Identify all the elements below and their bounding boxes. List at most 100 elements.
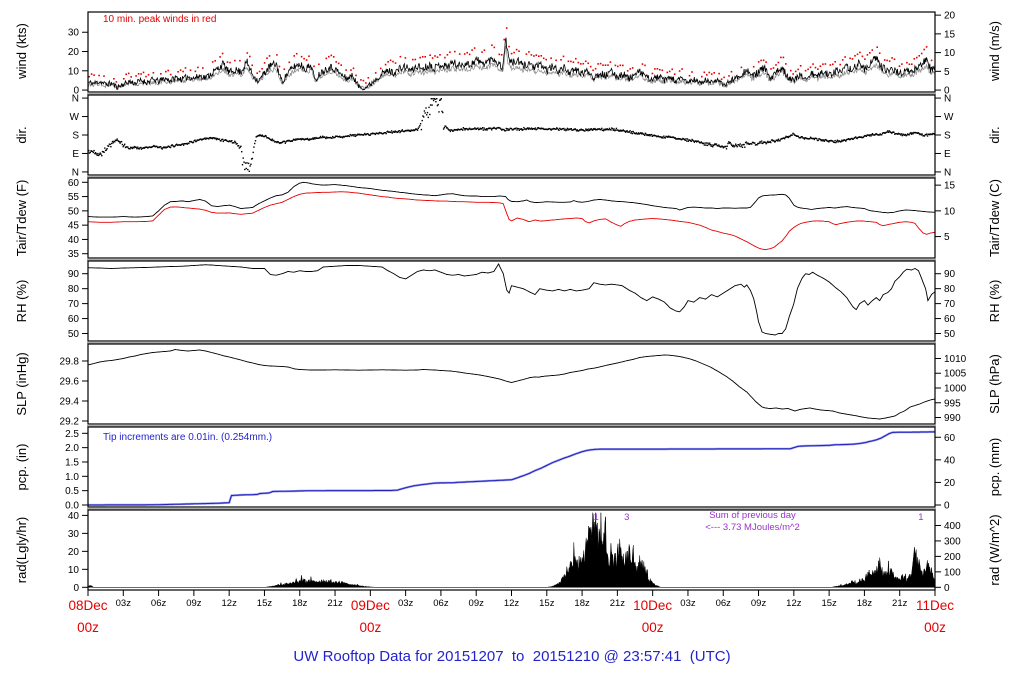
svg-text:10: 10 xyxy=(944,206,956,217)
svg-text:15: 15 xyxy=(944,29,956,40)
svg-text:80: 80 xyxy=(944,284,956,295)
x-axis-day-sub: 00z xyxy=(924,620,946,635)
x-axis-hour-label: 12z xyxy=(504,598,520,609)
svg-text:80: 80 xyxy=(68,284,80,295)
svg-text:1000: 1000 xyxy=(944,384,967,395)
svg-text:0: 0 xyxy=(944,500,950,511)
x-axis-day-label: 09Dec xyxy=(351,598,390,613)
slp-panel-frame xyxy=(87,343,936,425)
svg-text:0: 0 xyxy=(73,86,79,97)
y-label-rad-wm2: rad (W/m^2) xyxy=(987,514,1002,586)
svg-text:15: 15 xyxy=(944,181,956,192)
svg-text:35: 35 xyxy=(68,249,80,260)
pcp-panel xyxy=(88,430,935,507)
x-axis-day-sub: 00z xyxy=(642,620,664,635)
svg-text:90: 90 xyxy=(68,269,80,280)
x-axis-hour-label: 18z xyxy=(292,598,308,609)
x-axis-hour-label: 15z xyxy=(821,598,837,609)
pcp-panel-frame xyxy=(87,426,936,508)
chart-title: UW Rooftop Data for 20151207 to 20151210… xyxy=(293,648,731,665)
svg-text:50: 50 xyxy=(944,329,956,340)
dir-panel xyxy=(88,98,935,172)
rh-panel xyxy=(88,263,935,336)
svg-text:200: 200 xyxy=(944,552,961,563)
svg-text:N: N xyxy=(944,167,951,178)
svg-text:90: 90 xyxy=(944,269,956,280)
rad-panel: 1 3 1 xyxy=(88,512,935,588)
svg-text:70: 70 xyxy=(68,299,80,310)
svg-text:20: 20 xyxy=(68,47,80,58)
svg-text:1005: 1005 xyxy=(944,369,967,380)
x-axis-hour-label: 06z xyxy=(433,598,449,609)
svg-text:20: 20 xyxy=(68,547,80,558)
svg-text:2.0: 2.0 xyxy=(65,443,79,454)
x-axis-day-label: 11Dec xyxy=(916,598,954,613)
x-axis-hour-label: 03z xyxy=(398,598,414,609)
svg-text:60: 60 xyxy=(944,433,956,444)
svg-text:29.8: 29.8 xyxy=(60,357,80,368)
rad-marker: 1 xyxy=(594,512,599,523)
svg-text:5: 5 xyxy=(944,232,950,243)
svg-text:29.2: 29.2 xyxy=(60,417,80,428)
svg-text:10: 10 xyxy=(68,66,80,77)
x-axis-hour-label: 09z xyxy=(186,598,202,609)
svg-text:0: 0 xyxy=(73,583,79,594)
x-axis-hour-label: 06z xyxy=(716,598,732,609)
svg-text:40: 40 xyxy=(944,455,956,466)
svg-text:S: S xyxy=(72,131,79,142)
svg-text:E: E xyxy=(944,149,951,160)
rad-sum-note-line1: Sum of previous day xyxy=(709,510,796,521)
svg-text:990: 990 xyxy=(944,413,961,424)
wind-panel xyxy=(88,27,935,91)
svg-text:0.5: 0.5 xyxy=(65,486,79,497)
svg-text:50: 50 xyxy=(68,206,80,217)
x-axis-hour-label: 06z xyxy=(151,598,167,609)
x-axis-hour-label: 12z xyxy=(786,598,802,609)
svg-text:E: E xyxy=(72,149,79,160)
svg-text:W: W xyxy=(70,112,80,123)
svg-text:20: 20 xyxy=(944,478,956,489)
svg-text:N: N xyxy=(944,94,951,105)
svg-text:30: 30 xyxy=(68,529,80,540)
x-axis-hour-label: 18z xyxy=(574,598,590,609)
rad-marker: 3 xyxy=(624,512,629,523)
svg-text:S: S xyxy=(944,131,951,142)
wind-peak-note: 10 min. peak winds in red xyxy=(103,14,217,25)
tip-increment-note: Tip increments are 0.01in. (0.254mm.) xyxy=(103,432,273,443)
svg-text:400: 400 xyxy=(944,521,961,532)
x-axis-hour-label: 18z xyxy=(857,598,873,609)
svg-text:70: 70 xyxy=(944,299,956,310)
x-axis-hour-label: 03z xyxy=(116,598,132,609)
svg-text:60: 60 xyxy=(944,314,956,325)
slp-panel xyxy=(88,349,935,420)
svg-text:1010: 1010 xyxy=(944,354,967,365)
svg-text:300: 300 xyxy=(944,536,961,547)
x-axis-hour-label: 15z xyxy=(539,598,555,609)
x-axis-day-sub: 00z xyxy=(359,620,381,635)
rad-marker: 1 xyxy=(918,512,923,523)
svg-text:5: 5 xyxy=(944,67,950,78)
svg-text:29.4: 29.4 xyxy=(60,397,80,408)
temp-panel xyxy=(88,181,935,251)
x-axis-hour-label: 09z xyxy=(751,598,767,609)
svg-text:10: 10 xyxy=(68,565,80,576)
svg-text:55: 55 xyxy=(68,192,80,203)
svg-text:40: 40 xyxy=(68,511,80,522)
svg-text:40: 40 xyxy=(68,235,80,246)
svg-text:60: 60 xyxy=(68,178,80,189)
svg-text:N: N xyxy=(72,94,79,105)
y-label-rad-lgly: rad(Lgly/hr) xyxy=(14,516,29,584)
x-axis-hour-label: 15z xyxy=(257,598,273,609)
rad-sum-note-line2: <--- 3.73 MJoules/m^2 xyxy=(705,522,800,533)
svg-text:100: 100 xyxy=(944,567,961,578)
svg-text:0: 0 xyxy=(944,583,950,594)
svg-text:29.6: 29.6 xyxy=(60,377,80,388)
x-axis-hour-label: 03z xyxy=(680,598,696,609)
svg-text:0: 0 xyxy=(944,86,950,97)
svg-text:N: N xyxy=(72,167,79,178)
x-axis-hour-label: 21z xyxy=(327,598,343,609)
svg-text:1.0: 1.0 xyxy=(65,472,79,483)
svg-text:0.0: 0.0 xyxy=(65,500,79,511)
